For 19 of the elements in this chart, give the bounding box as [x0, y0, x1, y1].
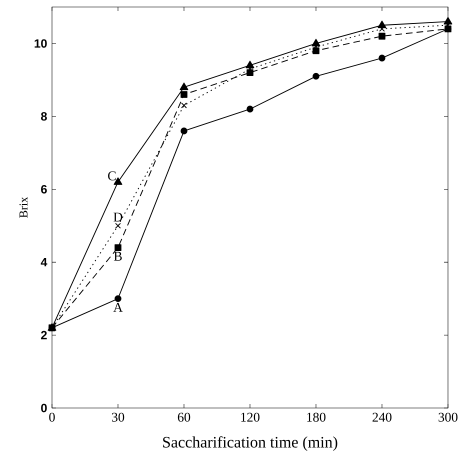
- series-label: A: [113, 302, 123, 312]
- x-tick-label: 180: [307, 412, 326, 422]
- x-tick-label: 0: [49, 412, 55, 422]
- y-tick-label: 0: [41, 404, 47, 412]
- x-axis-title: Saccharification time (min): [163, 436, 338, 451]
- series-label: B: [114, 252, 122, 261]
- x-tick-label: 240: [372, 412, 392, 422]
- y-tick-label: 10: [34, 39, 47, 48]
- x-tick-label: 300: [438, 412, 458, 422]
- series-label: C: [108, 171, 116, 180]
- x-tick-label: 60: [178, 412, 190, 422]
- x-tick-label: 120: [241, 412, 260, 422]
- y-axis-title: Brix: [19, 196, 28, 218]
- y-tick-label: 6: [41, 185, 47, 194]
- series-label: D: [114, 212, 122, 222]
- y-tick-label: 8: [40, 112, 47, 121]
- y-tick-label: 2: [41, 330, 47, 340]
- y-tick-label: 4: [40, 258, 48, 266]
- x-tick-label: 30: [112, 412, 124, 422]
